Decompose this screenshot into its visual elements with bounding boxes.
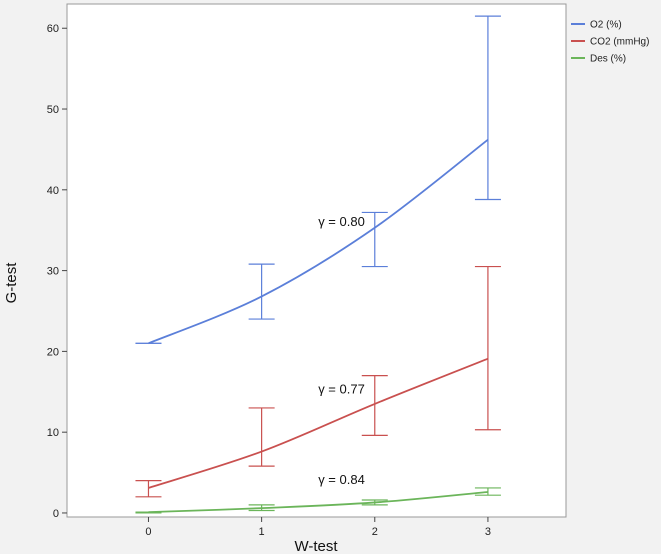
- gamma-annotation: γ = 0.77: [318, 381, 365, 396]
- legend: O2 (%) CO2 (mmHg) Des (%): [571, 20, 649, 65]
- series-line: [148, 357, 489, 489]
- y-tick-label: 20: [47, 346, 59, 358]
- gamma-annotation: γ = 0.84: [318, 472, 365, 487]
- x-tick-label: 2: [372, 526, 378, 538]
- series-line: [148, 139, 489, 345]
- gamma-annotation: γ = 0.80: [318, 214, 365, 229]
- x-tick-label: 0: [145, 526, 151, 538]
- series-Des (%): [135, 487, 501, 514]
- axes: 0 10 20 30 40 50 60 0 1 2 3: [47, 23, 491, 538]
- y-tick-label: 40: [47, 185, 59, 197]
- legend-label: O2 (%): [590, 20, 622, 31]
- series-CO2 (mmHg): [135, 265, 501, 498]
- legend-label: CO2 (mmHg): [590, 37, 649, 48]
- y-tick-label: 50: [47, 104, 59, 116]
- legend-label: Des (%): [590, 54, 626, 65]
- y-tick-label: 60: [47, 23, 59, 35]
- series-layer: [135, 15, 501, 514]
- x-tick-label: 1: [259, 526, 265, 538]
- series-line: [148, 491, 489, 514]
- y-tick-label: 0: [53, 508, 59, 520]
- series-O2 (%): [135, 15, 501, 345]
- plot-area: [66, 3, 567, 518]
- annotation-layer: γ = 0.80 γ = 0.77 γ = 0.84: [318, 214, 365, 487]
- y-tick-label: 30: [47, 266, 59, 278]
- y-tick-label: 10: [47, 427, 59, 439]
- y-axis-title: G-test: [3, 262, 20, 304]
- x-tick-label: 3: [485, 526, 491, 538]
- x-axis-title: W-test: [294, 538, 338, 554]
